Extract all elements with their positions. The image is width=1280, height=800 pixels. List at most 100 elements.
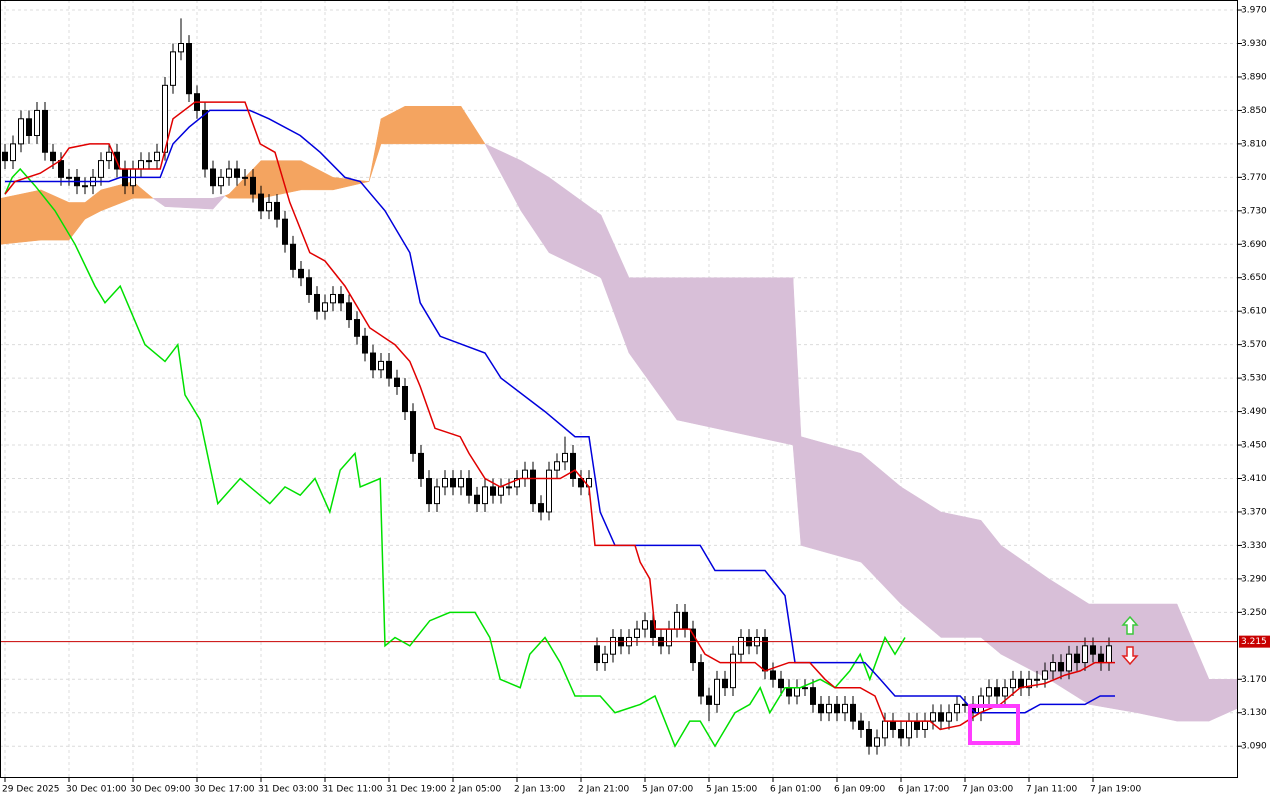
x-tick-label: 2 Jan 05:00	[450, 785, 502, 795]
y-tick-label: 3.530	[1241, 374, 1267, 384]
candle-body	[322, 302, 328, 312]
cloud-segment	[404, 105, 462, 145]
y-tick-label: 3.410	[1241, 474, 1267, 484]
candle-body	[906, 720, 912, 739]
candle-body	[226, 168, 232, 178]
candle-body	[562, 452, 568, 463]
candle-body	[834, 703, 840, 714]
highlight-box	[968, 704, 1020, 745]
y-tick-label: 3.930	[1241, 39, 1267, 49]
candle-body	[1090, 645, 1096, 655]
indicator-line	[4, 167, 906, 748]
candle-body	[778, 678, 784, 689]
candle-body	[1058, 662, 1064, 672]
candle-body	[986, 687, 992, 697]
candle-body	[802, 687, 808, 690]
candle-body	[866, 728, 872, 747]
candle-body	[698, 662, 704, 697]
candle-body	[50, 151, 56, 162]
axis-layer: 3.970 3.930 3.890 3.850 3.810 3.770 3.730 3.690…	[2, 6, 1270, 795]
indicator-line	[4, 101, 1115, 731]
candle-body	[914, 720, 920, 730]
candle-body	[2, 151, 8, 162]
down-arrow	[1121, 646, 1139, 666]
candle-body	[18, 118, 24, 145]
y-tick-label: 3.490	[1241, 407, 1267, 417]
candle-body	[26, 118, 32, 137]
candle-body	[858, 720, 864, 730]
candle-body	[946, 712, 952, 722]
candle-body	[34, 109, 40, 137]
candle-body	[1066, 653, 1072, 672]
candle-body	[82, 185, 88, 188]
candle-body	[530, 469, 536, 505]
candle-body	[738, 636, 744, 655]
candle-body	[1074, 653, 1080, 664]
candle-body	[298, 268, 304, 279]
candle-body	[186, 43, 192, 95]
candle-body	[42, 109, 48, 153]
y-tick-label: 3.810	[1241, 139, 1267, 149]
y-tick-label: 3.850	[1241, 106, 1267, 116]
candle-body	[290, 243, 296, 270]
y-tick-label: 3.450	[1241, 441, 1267, 451]
candle-body	[250, 176, 256, 195]
candle-body	[394, 377, 400, 387]
candle-body	[786, 687, 792, 697]
candle-body	[474, 494, 480, 505]
y-tick-label: 3.250	[1241, 608, 1267, 618]
candle-body	[794, 687, 800, 697]
price-tag-label: 3.215	[1241, 637, 1267, 647]
x-tick-label: 31 Dec 11:00	[322, 785, 383, 795]
candle-body	[282, 218, 288, 245]
candle-body	[514, 478, 520, 488]
x-tick-label: 7 Jan 11:00	[1026, 785, 1078, 795]
candle-body	[546, 469, 552, 513]
candle-body	[58, 160, 64, 178]
candle-body	[554, 461, 560, 471]
y-tick-label: 3.890	[1241, 72, 1267, 82]
y-tick-label: 3.370	[1241, 507, 1267, 517]
candle-body	[498, 486, 504, 496]
candle-body	[594, 645, 600, 664]
x-tick-label: 5 Jan 15:00	[706, 785, 758, 795]
candle-body	[722, 678, 728, 689]
candle-body	[202, 109, 208, 170]
candle-body	[426, 478, 432, 505]
y-tick-label: 3.290	[1241, 574, 1267, 584]
x-tick-label: 30 Dec 01:00	[66, 785, 127, 795]
y-tick-label: 3.770	[1241, 173, 1267, 183]
y-tick-label: 3.650	[1241, 273, 1267, 283]
candle-body	[922, 720, 928, 730]
candle-body	[1026, 678, 1032, 689]
candle-body	[1042, 670, 1048, 680]
candle-body	[442, 478, 448, 488]
candle-body	[410, 411, 416, 454]
candle-body	[66, 176, 72, 179]
candle-body	[962, 703, 968, 706]
candle-body	[706, 695, 712, 705]
candle-body	[826, 703, 832, 714]
candle-body	[642, 620, 648, 630]
candle-body	[898, 728, 904, 739]
candle-body	[682, 611, 688, 630]
candle-body	[1082, 645, 1088, 664]
candle-body	[170, 51, 176, 86]
candle-body	[98, 160, 104, 178]
candle-body	[842, 703, 848, 714]
x-tick-label: 30 Dec 09:00	[130, 785, 191, 795]
candle-body	[666, 628, 672, 647]
x-tick-label: 6 Jan 17:00	[898, 785, 950, 795]
x-tick-label: 5 Jan 07:00	[642, 785, 694, 795]
candle-body	[506, 486, 512, 489]
x-tick-label: 2 Jan 21:00	[578, 785, 630, 795]
candle-body	[218, 176, 224, 187]
y-tick-label: 3.090	[1241, 742, 1267, 752]
candle-body	[258, 193, 264, 212]
candle-body	[154, 151, 160, 162]
candle-body	[138, 160, 144, 170]
candle-body	[274, 201, 280, 220]
y-tick-label: 3.570	[1241, 340, 1267, 350]
candle-body	[210, 168, 216, 187]
cloud-segment	[1136, 603, 1178, 722]
